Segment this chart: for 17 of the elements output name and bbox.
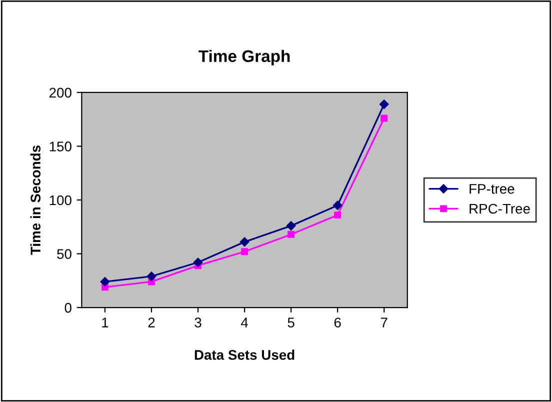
y-tick-label: 200 xyxy=(50,88,72,98)
x-tick-label: 2 xyxy=(148,318,155,328)
x-tick-label: 5 xyxy=(288,318,294,328)
x-tick-label: 6 xyxy=(334,318,341,328)
y-tick-label: 50 xyxy=(57,249,72,259)
legend-label: RPC-Tree xyxy=(470,204,530,214)
x-tick-label: 3 xyxy=(194,318,202,328)
legend-label: FP-tree xyxy=(470,184,514,194)
x-tick-label: 4 xyxy=(240,318,248,328)
chart-title: Time Graph xyxy=(198,50,290,66)
y-tick-label: 150 xyxy=(50,142,72,152)
x-tick-label: 7 xyxy=(380,318,388,328)
y-axis-title: Time in Seconds xyxy=(30,146,40,255)
x-axis-title: Data Sets Used xyxy=(194,350,294,360)
y-tick-label: 0 xyxy=(64,302,72,313)
x-tick-label: 1 xyxy=(102,318,108,328)
y-tick-label: 100 xyxy=(50,195,72,206)
